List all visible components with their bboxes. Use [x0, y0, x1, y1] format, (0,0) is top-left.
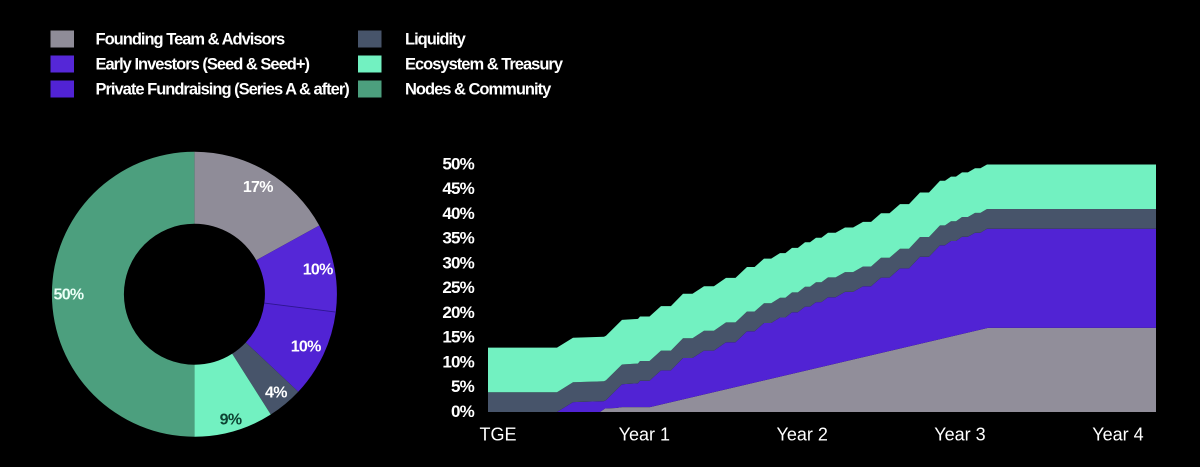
svg-text:10%: 10%: [291, 338, 321, 355]
svg-text:Year 2: Year 2: [777, 425, 828, 445]
svg-text:25%: 25%: [442, 278, 474, 297]
svg-text:0%: 0%: [451, 402, 475, 421]
svg-text:10%: 10%: [303, 261, 333, 278]
svg-text:4%: 4%: [265, 385, 287, 402]
svg-text:Private Fundraising (Series A: Private Fundraising (Series A & after): [96, 81, 350, 99]
svg-text:40%: 40%: [442, 204, 474, 223]
svg-text:50%: 50%: [54, 286, 84, 303]
svg-text:20%: 20%: [442, 303, 474, 322]
svg-text:Year 1: Year 1: [619, 425, 670, 445]
svg-text:17%: 17%: [243, 179, 273, 196]
svg-text:Founding Team & Advisors: Founding Team & Advisors: [96, 31, 286, 49]
svg-text:Ecosystem & Treasury: Ecosystem & Treasury: [405, 56, 564, 74]
svg-text:Nodes & Community: Nodes & Community: [405, 81, 552, 99]
svg-text:TGE: TGE: [479, 425, 516, 445]
svg-text:Year 4: Year 4: [1092, 425, 1143, 445]
svg-text:35%: 35%: [442, 229, 474, 248]
svg-text:Liquidity: Liquidity: [405, 31, 467, 49]
svg-text:Year 3: Year 3: [934, 425, 985, 445]
svg-text:9%: 9%: [220, 411, 242, 428]
svg-text:15%: 15%: [442, 328, 474, 347]
svg-text:30%: 30%: [442, 253, 474, 272]
svg-text:45%: 45%: [442, 179, 474, 198]
svg-text:10%: 10%: [442, 352, 474, 371]
svg-text:50%: 50%: [442, 155, 474, 174]
svg-text:Early Investors (Seed & Seed+): Early Investors (Seed & Seed+): [96, 56, 310, 74]
svg-text:5%: 5%: [451, 377, 475, 396]
